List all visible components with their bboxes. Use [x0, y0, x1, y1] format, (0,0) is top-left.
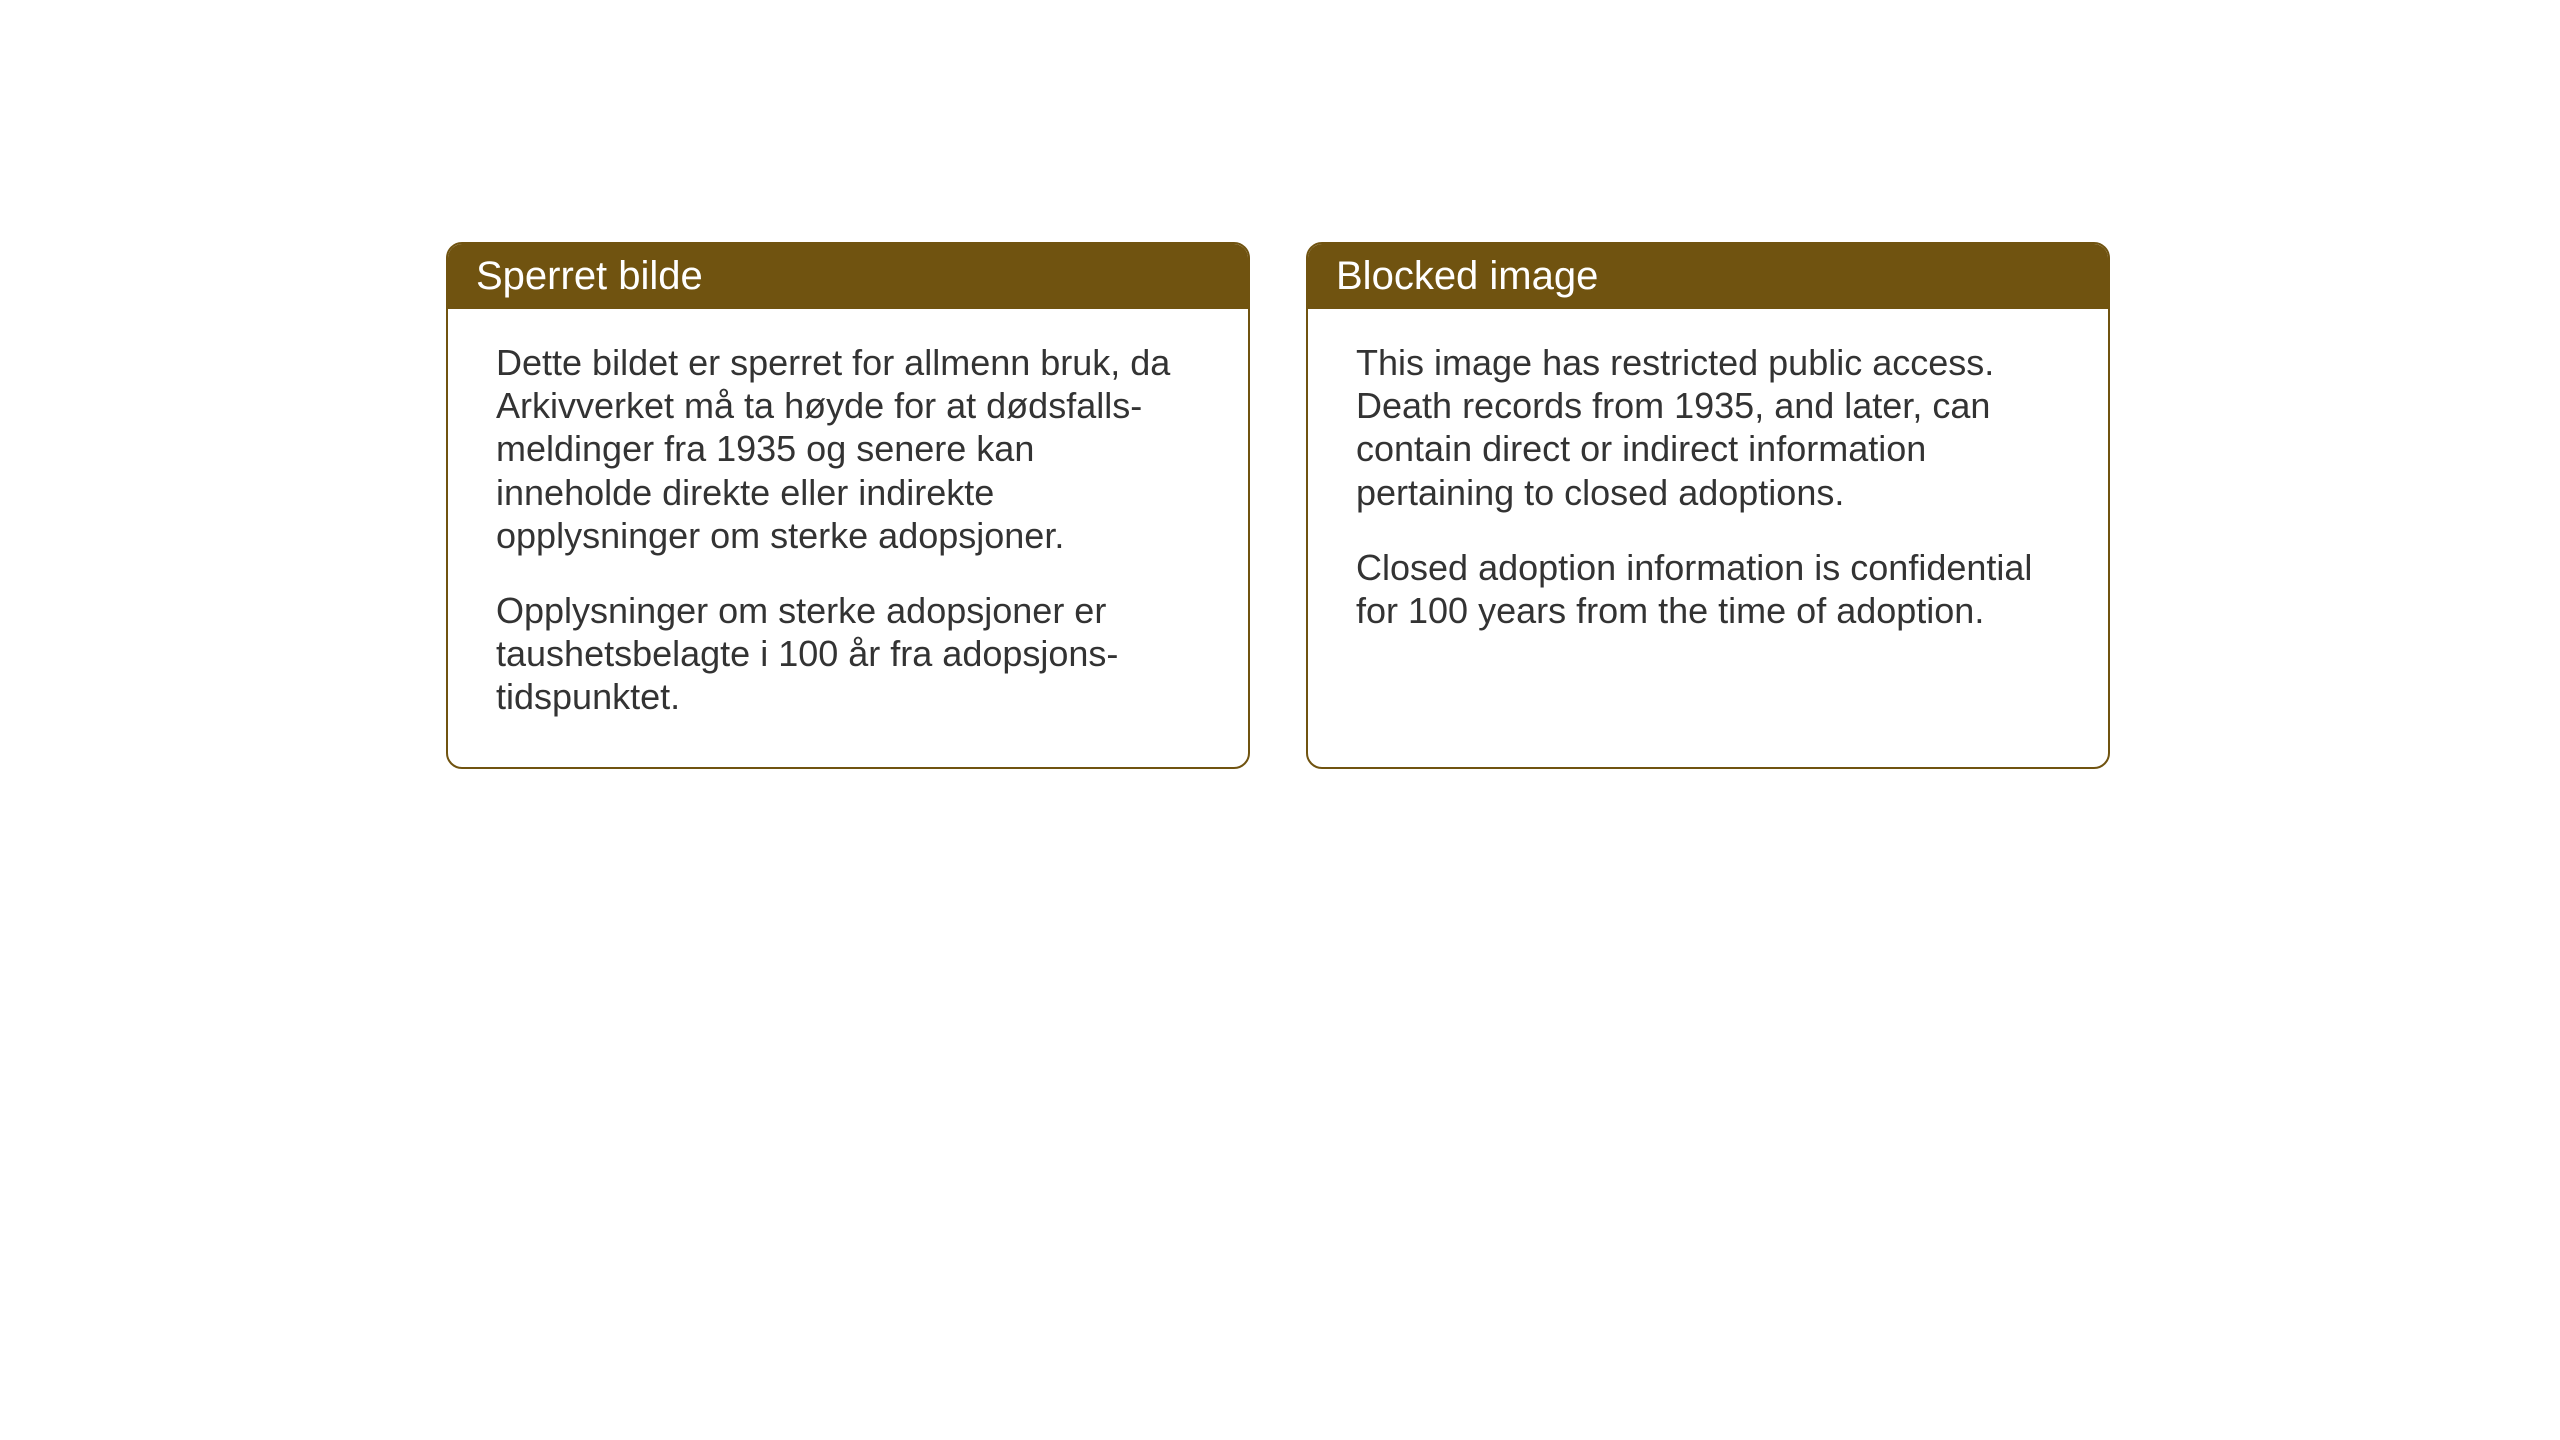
notice-header-norwegian: Sperret bilde — [448, 244, 1248, 309]
notice-header-english: Blocked image — [1308, 244, 2108, 309]
notice-body-norwegian: Dette bildet er sperret for allmenn bruk… — [448, 309, 1248, 767]
notice-box-english: Blocked image This image has restricted … — [1306, 242, 2110, 769]
notice-body-english: This image has restricted public access.… — [1308, 309, 2108, 680]
notice-paragraph: Closed adoption information is confident… — [1356, 546, 2060, 632]
notice-container: Sperret bilde Dette bildet er sperret fo… — [446, 242, 2110, 769]
notice-paragraph: Dette bildet er sperret for allmenn bruk… — [496, 341, 1200, 557]
notice-paragraph: Opplysninger om sterke adopsjoner er tau… — [496, 589, 1200, 719]
notice-box-norwegian: Sperret bilde Dette bildet er sperret fo… — [446, 242, 1250, 769]
notice-paragraph: This image has restricted public access.… — [1356, 341, 2060, 514]
